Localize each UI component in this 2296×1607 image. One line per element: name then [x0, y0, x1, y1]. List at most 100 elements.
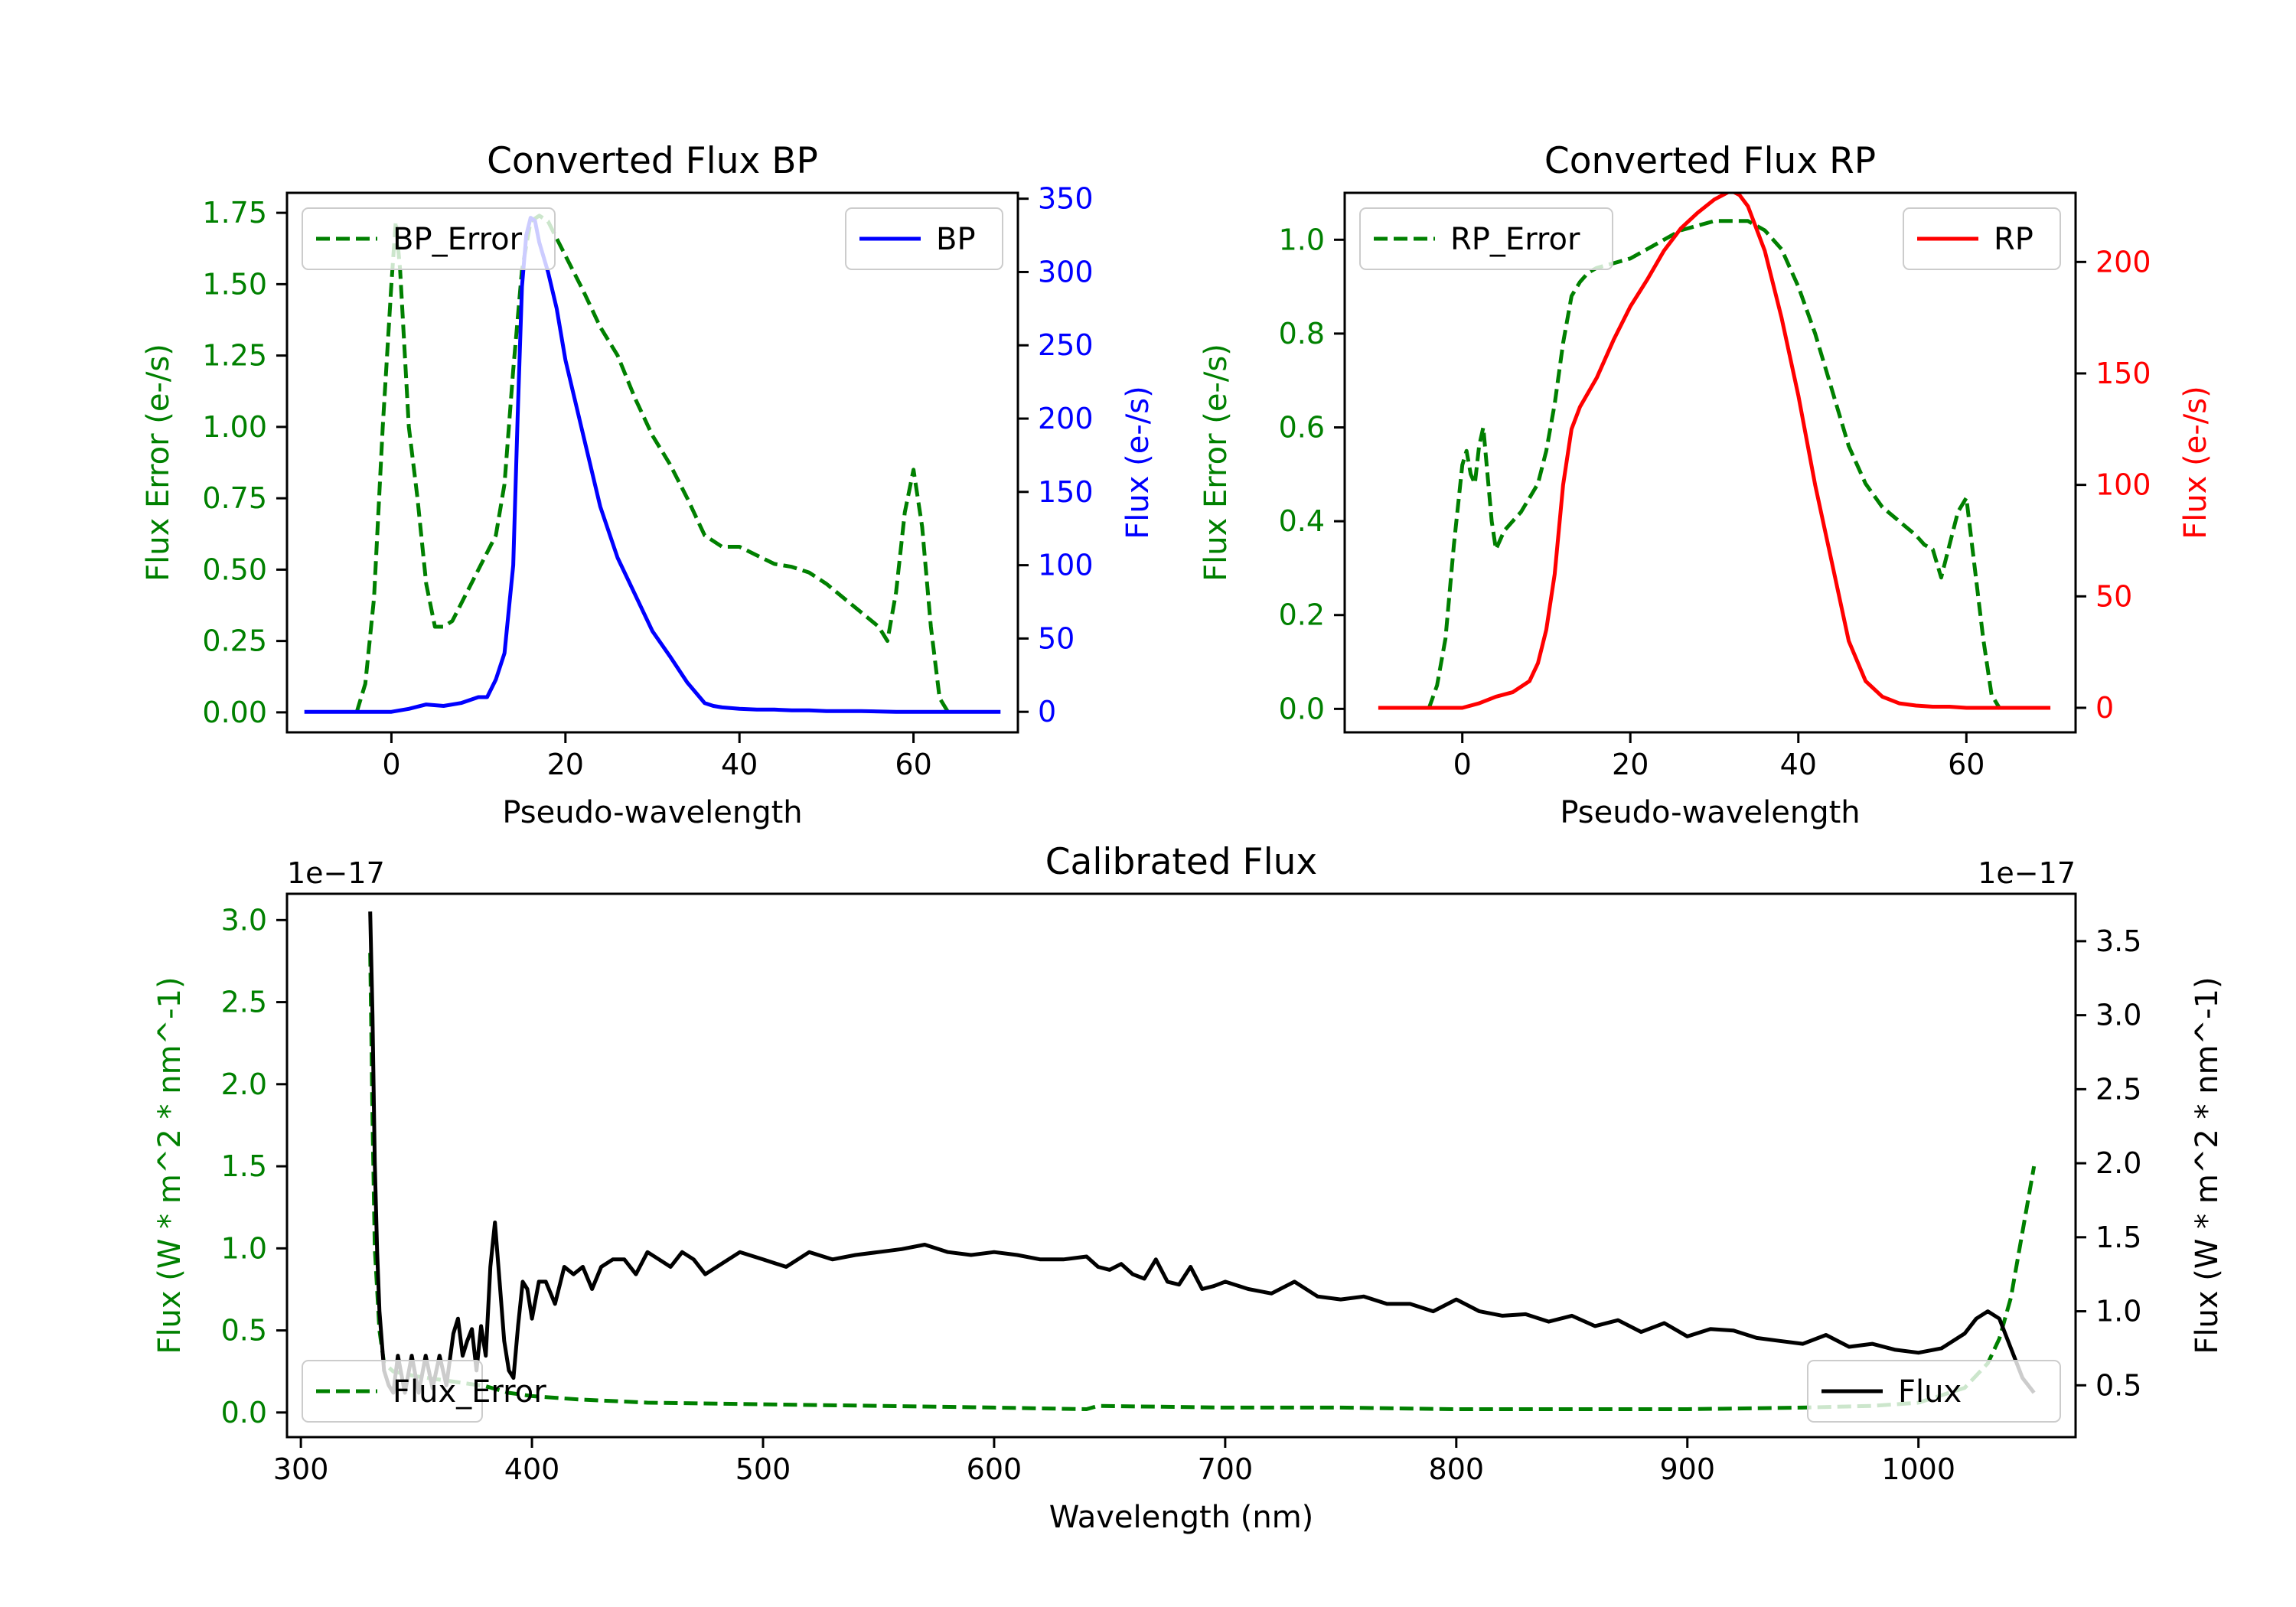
x-tick-label: 400 [504, 1452, 560, 1486]
y-right-axis-label: Flux (W * m^2 * nm^-1) [2190, 976, 2225, 1354]
legend-box [845, 207, 1003, 270]
legend-bp-error: BP_Error [302, 207, 556, 270]
legend-flux-error: Flux_Error [302, 1360, 546, 1423]
legend-label: RP [1994, 222, 2033, 257]
y-right-tick-label: 3.5 [2095, 924, 2141, 958]
y-left-axis-label: Flux (W * m^2 * nm^-1) [152, 976, 188, 1354]
y-left-tick-label: 2.0 [221, 1068, 267, 1101]
x-axis-label: Pseudo-wavelength [502, 795, 802, 830]
y-right-tick-label: 100 [2095, 468, 2151, 502]
y-right-offset-text: 1e−17 [1978, 856, 2076, 890]
legend-label: BP [936, 222, 976, 257]
legend-rp-error: RP_Error [1359, 207, 1613, 270]
y-right-tick-label: 300 [1038, 255, 1094, 288]
y-left-tick-label: 0.2 [1279, 598, 1325, 632]
y-right-axis-label: Flux (e-/s) [1120, 386, 1156, 539]
y-left-tick-label: 1.0 [221, 1231, 267, 1265]
plot-frame [285, 191, 1019, 734]
x-tick-label: 40 [1780, 748, 1817, 781]
x-tick-label: 0 [1453, 748, 1472, 781]
y-right-tick-label: 50 [2095, 579, 2132, 613]
x-tick-label: 60 [895, 748, 931, 781]
y-left-tick-label: 2.5 [221, 986, 267, 1019]
y-right-tick-label: 150 [2095, 357, 2151, 390]
legend-box [1359, 207, 1613, 270]
x-tick-label: 60 [1948, 748, 1985, 781]
y-right-tick-label: 0 [1038, 695, 1056, 729]
chart-title: Converted Flux BP [487, 140, 818, 182]
legend-flux: Flux [1807, 1360, 2061, 1423]
legend-label: RP_Error [1450, 222, 1580, 257]
y-right-tick-label: 0 [2095, 691, 2114, 725]
chart-title: Calibrated Flux [1045, 841, 1318, 883]
legend-label: BP_Error [393, 222, 523, 257]
plot-frame [1343, 191, 2077, 734]
x-axis-label: Pseudo-wavelength [1560, 795, 1860, 830]
y-left-tick-label: 0.6 [1279, 411, 1325, 445]
legend-box [302, 207, 556, 270]
y-right-tick-label: 0.5 [2095, 1368, 2141, 1402]
x-tick-label: 20 [547, 748, 584, 781]
series-line-rp-error [1427, 219, 2002, 710]
y-right-tick-label: 2.0 [2095, 1146, 2141, 1180]
x-tick-label: 600 [967, 1452, 1022, 1486]
y-left-offset-text: 1e−17 [287, 856, 385, 890]
x-tick-label: 700 [1198, 1452, 1254, 1486]
legend-box [302, 1360, 483, 1423]
x-tick-label: 300 [273, 1452, 329, 1486]
y-right-tick-label: 200 [2095, 245, 2151, 279]
legend-bp: BP [845, 207, 1003, 270]
legend-label: Flux_Error [393, 1374, 546, 1410]
y-right-tick-label: 200 [1038, 402, 1094, 435]
y-right-axis-label: Flux (e-/s) [2178, 386, 2213, 539]
x-tick-label: 1000 [1881, 1452, 1955, 1486]
series-line-flux [368, 911, 2036, 1395]
y-left-axis-label: Flux Error (e-/s) [141, 344, 176, 582]
legend-rp: RP [1903, 207, 2061, 270]
y-right-tick-label: 1.5 [2095, 1221, 2141, 1254]
legend-box [1903, 207, 2061, 270]
y-left-tick-label: 1.75 [202, 196, 267, 230]
y-right-tick-label: 2.5 [2095, 1072, 2141, 1106]
chart-title: Converted Flux RP [1544, 140, 1876, 182]
y-left-tick-label: 0.8 [1279, 317, 1325, 350]
chart-2: Converted Flux RP 0 20 40 60 Pseudo-wavelengt… [1199, 140, 2213, 830]
legend-label: Flux [1898, 1374, 1962, 1410]
chart-1: Converted Flux BP 0 20 40 60 Pseudo-wavelengt… [141, 140, 1156, 830]
y-right-tick-label: 100 [1038, 549, 1094, 582]
series-line-bp [304, 216, 1001, 714]
y-right-tick-label: 350 [1038, 182, 1094, 216]
legend-box [1807, 1360, 2061, 1423]
y-left-tick-label: 0.50 [202, 553, 267, 586]
x-tick-label: 500 [735, 1452, 791, 1486]
series-line-rp [1378, 193, 2051, 710]
x-tick-label: 40 [721, 748, 758, 781]
y-left-tick-label: 1.50 [202, 267, 267, 301]
y-left-tick-label: 1.00 [202, 410, 267, 444]
y-right-tick-label: 50 [1038, 621, 1075, 655]
y-left-tick-label: 0.4 [1279, 504, 1325, 538]
y-left-tick-label: 0.75 [202, 481, 267, 515]
y-left-tick-label: 3.0 [221, 903, 267, 937]
x-tick-label: 20 [1612, 748, 1649, 781]
y-left-tick-label: 0.00 [202, 696, 267, 729]
y-right-tick-label: 1.0 [2095, 1295, 2141, 1328]
y-left-tick-label: 1.0 [1279, 223, 1325, 256]
y-right-tick-label: 3.0 [2095, 999, 2141, 1032]
y-left-tick-label: 0.0 [1279, 692, 1325, 725]
y-left-tick-label: 0.5 [221, 1314, 267, 1348]
y-left-tick-label: 1.25 [202, 339, 267, 373]
y-left-tick-label: 1.5 [221, 1149, 267, 1183]
y-right-tick-label: 150 [1038, 475, 1094, 509]
series-line-bp-error [354, 214, 951, 714]
x-axis-label: Wavelength (nm) [1049, 1500, 1314, 1535]
y-left-tick-label: 0.25 [202, 624, 267, 658]
chart-3: Calibrated Flux 300 400 500 600 700 800 900 1000… [152, 841, 2225, 1535]
y-right-tick-label: 250 [1038, 328, 1094, 362]
x-tick-label: 900 [1659, 1452, 1715, 1486]
x-tick-label: 800 [1429, 1452, 1485, 1486]
x-tick-label: 0 [382, 748, 400, 781]
y-left-tick-label: 0.0 [221, 1396, 267, 1429]
y-left-axis-label: Flux Error (e-/s) [1199, 344, 1234, 582]
